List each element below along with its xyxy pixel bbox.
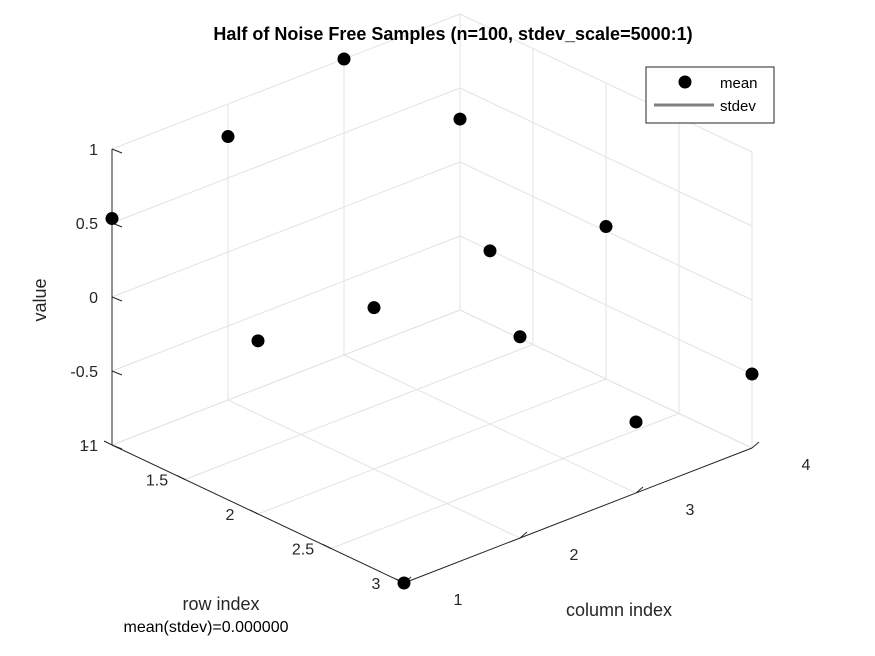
grid-side-z: [459, 235, 753, 375]
z-tick-mark: [111, 296, 123, 302]
z-tick-label: -1: [84, 438, 98, 455]
z-tick-mark: [111, 370, 123, 376]
x-tick-mark: [751, 441, 760, 449]
mean-point: [453, 112, 467, 126]
mean-stdev-note: mean(stdev)=0.000000: [124, 619, 289, 636]
mean-point: [745, 367, 759, 381]
x-tick-mark: [635, 486, 644, 494]
legend: mean stdev: [645, 66, 775, 124]
grid-back-z: [111, 309, 461, 446]
y-tick-label: 2: [226, 507, 235, 524]
mean-point: [367, 301, 381, 315]
y-tick-label: 1: [80, 438, 89, 455]
legend-box: [645, 66, 775, 124]
z-tick-mark: [111, 148, 123, 154]
x-tick-mark: [519, 531, 528, 539]
mean-point: [337, 52, 351, 66]
chart-title: Half of Noise Free Samples (n=100, stdev…: [213, 24, 692, 44]
x-axis-line: [403, 447, 753, 584]
x-tick-label: 3: [686, 502, 695, 519]
y-tick-label: 2.5: [292, 542, 314, 559]
y-tick-label: 3: [372, 576, 381, 593]
y-tick-mark: [176, 475, 186, 480]
x-tick-label: 2: [570, 547, 579, 564]
grid-side-z: [459, 87, 753, 227]
y-tick-mark: [103, 440, 113, 446]
z-tick-mark: [111, 444, 123, 450]
mean-point: [221, 130, 235, 144]
mean-point: [251, 334, 265, 348]
legend-stdev-label: stdev: [720, 98, 756, 115]
x-tick-label: 1: [454, 592, 463, 609]
legend-mean-marker: [678, 75, 692, 89]
grid-side-z: [459, 13, 753, 153]
grid-side-z: [459, 309, 753, 449]
z-tick-label: -0.5: [70, 364, 98, 381]
data-markers: [105, 52, 759, 590]
grid-back-z: [111, 161, 461, 298]
grid-back-z: [111, 87, 461, 224]
grid-back-z: [111, 235, 461, 372]
grid-floor-y: [257, 378, 607, 515]
mean-point: [397, 576, 411, 590]
z-tick-label: 1: [89, 142, 98, 159]
y-tick-mark: [322, 544, 332, 549]
grid-floor-y: [184, 344, 534, 480]
mean-point: [599, 220, 613, 234]
mean-point: [629, 415, 643, 429]
grid-lines: [111, 13, 753, 584]
y-tick-label: 1.5: [146, 473, 168, 490]
z-tick-label: 0.5: [76, 216, 98, 233]
legend-mean-label: mean: [720, 75, 758, 92]
x-tick-label: 4: [802, 457, 811, 474]
mean-point: [513, 330, 527, 344]
y-tick-mark: [249, 509, 259, 515]
x-axis-label: column index: [566, 600, 672, 620]
mean-point: [483, 244, 497, 258]
mean-point: [105, 212, 119, 226]
z-tick-label: 0: [89, 290, 98, 307]
grid-floor-y: [330, 413, 680, 549]
y-axis-label: row index: [182, 594, 259, 614]
z-axis-label: value: [30, 278, 50, 321]
grid-back-z: [111, 13, 461, 150]
